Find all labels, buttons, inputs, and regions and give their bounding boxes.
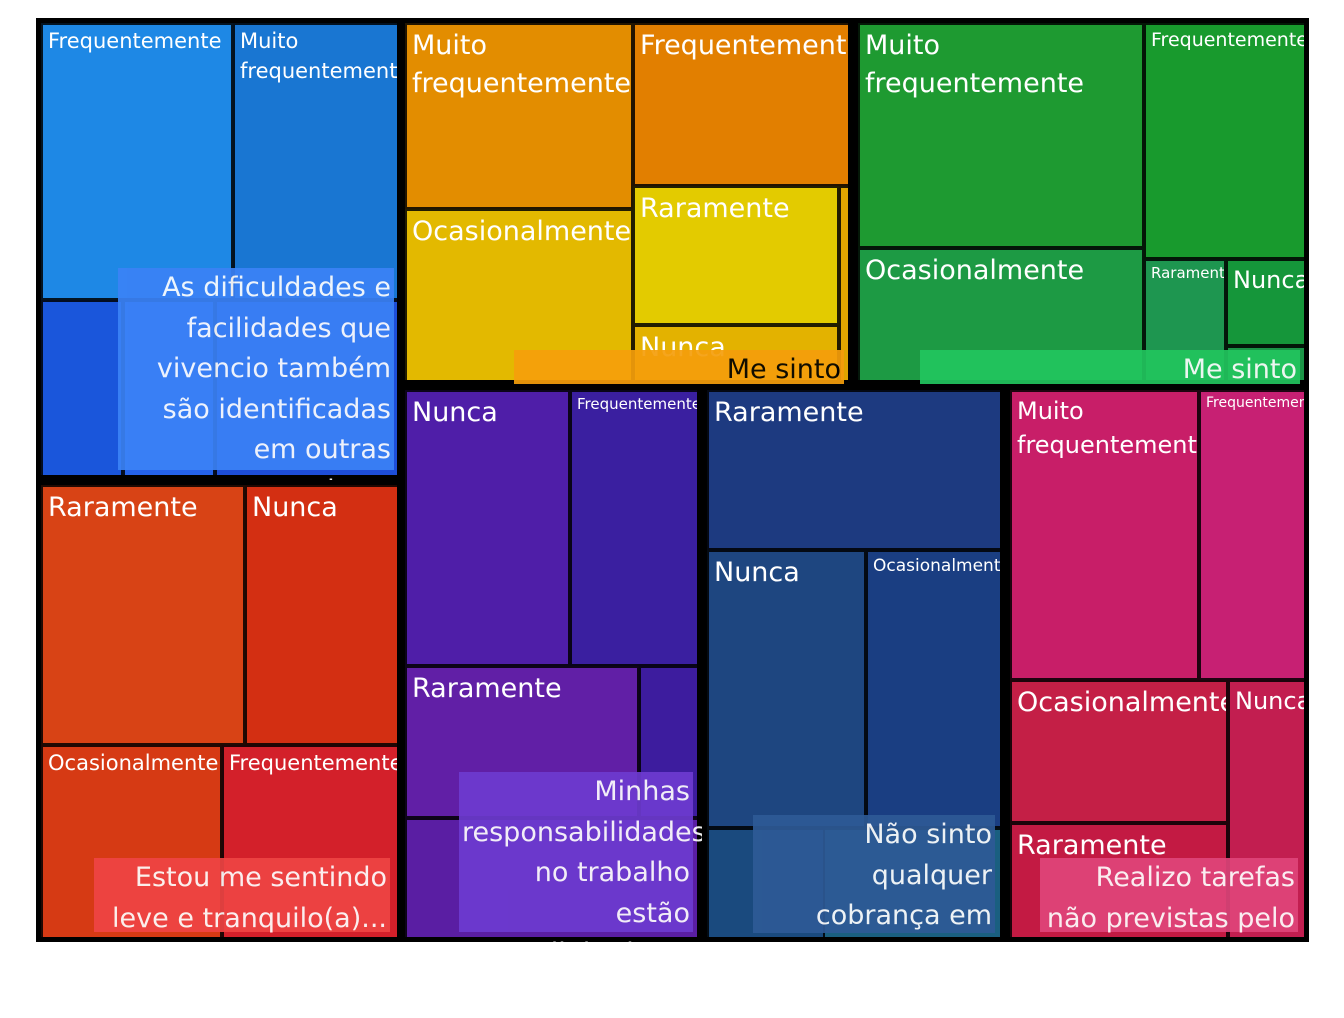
treemap-tile-label: Raramente [1151,264,1226,282]
treemap-tile-raramente[interactable]: Raramente [633,186,839,325]
treemap-tile-ocasionalmente[interactable]: Ocasionalmente [866,550,1005,828]
treemap-tile-nunca[interactable]: Nunca [245,485,397,745]
treemap-tile-frequentemente[interactable]: Frequentemente [1199,390,1308,680]
treemap-group-label: Me sinto pressionado(a)... [514,350,844,426]
treemap-tile-label: Muito frequentemente [240,29,402,83]
treemap-tile-label: Raramente [48,492,198,523]
treemap-tile-label: Nunca [252,492,338,523]
treemap-group-nao-sinto-qualquer-cobranca-em-relacao-a[interactable]: Raramente Nunca Ocasionalmente [702,385,1005,942]
treemap-group-me-sinto-sobrecarregado-a[interactable]: Muito frequentemente Frequentemente Ocasio… [853,18,1309,385]
treemap-tile-label: Nunca [1233,266,1309,294]
treemap-tile-frequentemente[interactable]: Frequentemente [1144,23,1308,259]
treemap-tile-label: Muito frequentemente [412,30,632,100]
treemap-tile-ocasionalmente[interactable]: Ocasionalmente [1010,680,1228,823]
treemap-group-label: Me sinto sobrecarregado(a)... [920,350,1300,426]
treemap-tile-nunca[interactable]: Nunca [707,550,866,828]
treemap-tile-nunca[interactable]: Nunca [405,390,570,666]
treemap-group-label: Minhas responsabilidades no trabalho est… [459,772,706,969]
treemap-tile-label: Frequentemente [229,751,402,775]
treemap-tile-unlabeled[interactable] [41,300,123,475]
treemap-tile-label: Ocasionalmente [1017,687,1228,718]
treemap-tile-label: Frequentemente [577,395,701,413]
treemap-tile-label: Raramente [412,673,562,704]
treemap-tile-raramente[interactable]: Raramente [707,390,1000,550]
treemap-tile-label: Ocasionalmente [873,556,1005,576]
treemap-tile-label: Muito frequentemente [1017,397,1199,460]
treemap-tile-label: Raramente [1017,830,1167,861]
treemap-tile-label: Ocasionalmente [865,255,1085,286]
treemap-tile-label: Ocasionalmente [412,216,632,247]
treemap-group-label: As dificuldades e facilidades que vivenc… [118,268,394,506]
treemap-chart: Frequentemente Muito frequentemente As dif… [36,18,1309,1012]
treemap-tile-frequentemente[interactable]: Frequentemente [570,390,701,666]
treemap-tile-label: Nunca [1235,687,1309,715]
treemap-tile-label: Frequentemente [1151,29,1308,51]
treemap-tile-label: Raramente [714,397,864,428]
treemap-tile-muito-frequentemente[interactable]: Muito frequentemente [1010,390,1199,680]
treemap-tile-muito-frequentemente[interactable]: Muito frequentemente [858,23,1144,248]
treemap-tile-muito-frequentemente[interactable]: Muito frequentemente [233,23,402,300]
treemap-tile-label: Nunca [412,397,498,428]
treemap-tile-muito-frequentemente[interactable]: Muito frequentemente [405,23,633,209]
treemap-group-estou-me-sentindo-leve-e-tranquilo-a[interactable]: Raramente Nunca Ocasionalmente Frequentemen… [36,480,402,942]
treemap-tile-nunca[interactable]: Nunca [1226,259,1309,346]
treemap-tile-label: Frequentemente [640,30,853,61]
treemap-group-minhas-responsabilidades-no-trabalho-est[interactable]: Nunca Frequentemente Raramente [400,385,702,942]
treemap-tile-label: Ocasionalmente [48,751,219,775]
treemap-tile-label: Frequentemente [1206,395,1308,411]
treemap-tile-unlabeled[interactable] [839,186,848,380]
treemap-tile-frequentemente[interactable]: Frequentemente [633,23,853,186]
treemap-tile-frequentemente[interactable]: Frequentemente [41,23,233,300]
treemap-tile-label: Raramente [640,193,790,224]
treemap-tile-label: Muito frequentemente [865,30,1085,100]
treemap-tile-label: Nunca [714,557,800,588]
treemap-tile-label: Frequentemente [48,29,222,53]
treemap-tile-raramente[interactable]: Raramente [41,485,245,745]
treemap-group-me-sinto-pressionado-a[interactable]: Muito frequentemente Frequentemente Ocasio… [400,18,853,385]
treemap-group-label: Realizo tarefas não previstas pelo cargo [1040,858,1298,974]
treemap-group-label: Estou me sentindo leve e tranquilo(a)... [94,858,390,934]
treemap-group-label: Não sinto qualquer cobrança em relação a… [753,815,995,1012]
